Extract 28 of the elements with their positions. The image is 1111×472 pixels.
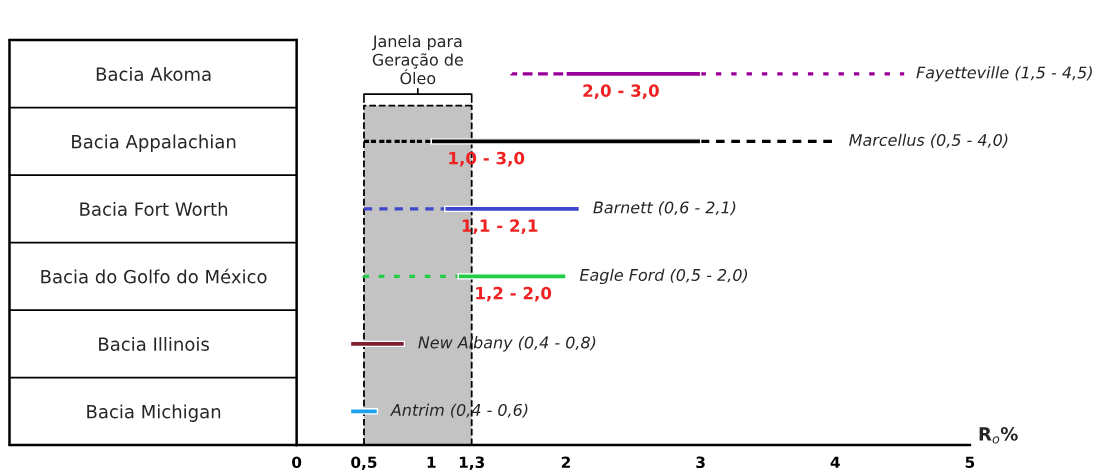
annotation: Fayetteville (1,5 - 4,5) [916, 66, 1092, 82]
annotation: Eagle Ford (0,5 - 2,0) [579, 268, 748, 285]
y-tick-label: Bacia Illinois [99, 336, 209, 351]
x-tick-label: 2 [561, 456, 570, 468]
annotation: Marcellus (0,5 - 4,0) [849, 133, 1008, 148]
annotation: Barnett (0,6 - 2,1) [593, 201, 736, 216]
y-tick-label: Bacia Michigan [87, 404, 221, 422]
y-tick-label: Bacia do Golfo do México [41, 268, 267, 284]
annotation: 1,2 - 2,0 [476, 286, 552, 302]
x-tick-label: 1,3 [459, 456, 484, 470]
x-tick-label: 4 [830, 456, 840, 468]
annotation: 1,1 - 2,1 [462, 219, 538, 235]
annotation: 2,0 - 3,0 [583, 84, 659, 100]
annotation: 1,0 - 3,0 [449, 151, 525, 167]
x-axis-title: R$_{o}$% [979, 427, 1018, 444]
y-tick-label: Bacia Akoma [96, 67, 211, 81]
band-label: Janela para Geração de Óleo [371, 34, 463, 85]
x-tick-label: 0,5 [351, 456, 377, 470]
annotation: New Albany (0,4 - 0,8) [418, 336, 596, 352]
x-tick-label: 1 [427, 456, 436, 468]
x-tick-label: 3 [696, 456, 705, 469]
x-tick-label: 0 [292, 456, 302, 469]
y-tick-label: Bacia Appalachian [72, 134, 236, 152]
bar [349, 408, 379, 415]
bar [349, 340, 406, 348]
y-tick-label: Bacia Fort Worth [80, 202, 228, 216]
annotation: Antrim (0,4 - 0,6) [390, 403, 528, 418]
x-tick-label: 5 [965, 456, 975, 469]
